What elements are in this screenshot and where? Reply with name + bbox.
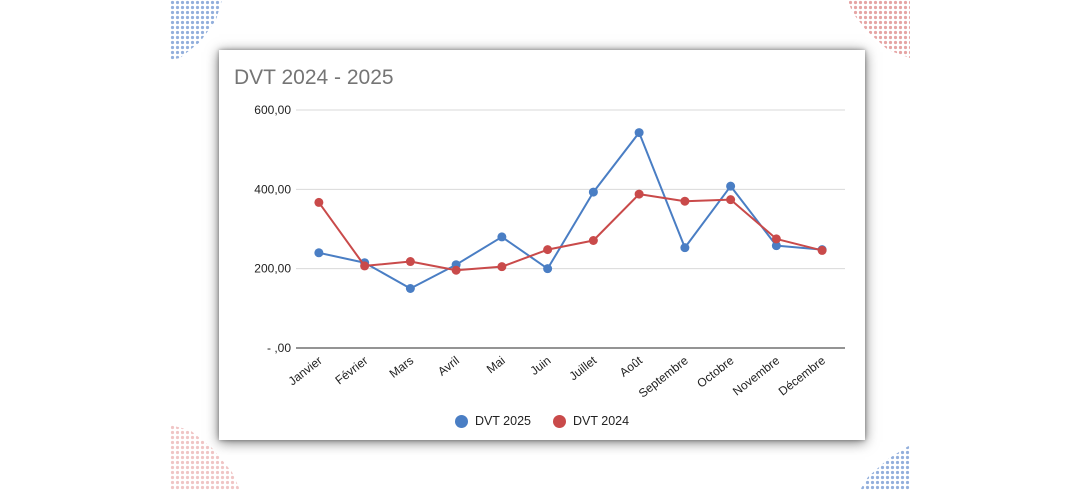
x-tick-label-7: Août <box>617 353 646 380</box>
x-tick-label-4: Mai <box>484 353 508 376</box>
legend-marker-series-1 <box>454 414 468 428</box>
x-tick-label-3: Avril <box>435 353 462 378</box>
data-point-series-2-2 <box>405 257 415 267</box>
data-point-series-2-0 <box>314 197 324 207</box>
legend-label-series-1: DVT 2025 <box>474 414 531 428</box>
decorative-halftone-bottom-left <box>170 425 240 490</box>
data-point-series-2-6 <box>588 236 598 246</box>
decorative-halftone-top-left <box>170 0 222 60</box>
y-tick-label-0: - ,00 <box>267 341 291 355</box>
line-chart: - ,00 200,00 400,00 600,00 Janvier Février Mar… <box>254 103 845 401</box>
data-point-series-1-7 <box>634 128 644 138</box>
data-point-series-1-8 <box>680 243 690 253</box>
series-line-2 <box>318 193 823 272</box>
y-tick-label-1: 200,00 <box>254 262 291 276</box>
data-point-series-1-5 <box>543 264 553 274</box>
data-point-series-2-4 <box>497 262 507 272</box>
data-point-series-1-0 <box>314 248 324 258</box>
legend-item-series-1: DVT 2025 <box>454 414 531 428</box>
data-point-series-1-6 <box>588 187 598 197</box>
data-point-series-2-10 <box>771 234 781 244</box>
decorative-halftone-top-right <box>848 0 910 58</box>
x-tick-label-9: Octobre <box>694 353 737 391</box>
data-point-series-1-9 <box>726 181 736 191</box>
data-point-series-2-5 <box>543 245 553 255</box>
chart-legend: DVT 2025 DVT 2024 <box>219 414 865 428</box>
data-point-series-2-3 <box>451 265 461 275</box>
decorative-halftone-bottom-right <box>860 445 910 490</box>
data-point-series-1-4 <box>497 232 507 242</box>
x-tick-label-11: Décembre <box>776 353 828 398</box>
y-tick-label-2: 400,00 <box>254 182 291 196</box>
x-tick-label-10: Novembre <box>730 353 782 398</box>
x-tick-label-6: Juillet <box>566 353 599 383</box>
data-point-series-2-8 <box>680 196 690 206</box>
series-line-1 <box>318 131 823 290</box>
x-tick-label-1: Février <box>332 353 370 387</box>
data-point-series-1-10 <box>771 241 781 251</box>
data-point-series-2-11 <box>817 245 827 255</box>
data-point-series-2-9 <box>726 195 736 205</box>
chart-title: DVT 2024 - 2025 <box>234 66 394 89</box>
legend-item-series-2: DVT 2024 <box>553 414 629 428</box>
chart-card: DVT 2024 - 2025 - ,00 200,00 400,00 600,00 J… <box>219 50 865 440</box>
legend-marker-series-2 <box>553 414 566 428</box>
x-tick-label-2: Mars <box>387 353 417 380</box>
y-tick-label-3: 600,00 <box>254 103 291 117</box>
x-tick-label-8: Septembre <box>636 353 691 400</box>
legend-label-series-2: DVT 2024 <box>573 414 630 428</box>
data-point-series-2-1 <box>360 261 370 271</box>
data-point-series-1-2 <box>405 284 415 293</box>
x-tick-label-5: Juin <box>528 353 554 378</box>
data-point-series-2-7 <box>634 189 644 199</box>
x-tick-label-0: Janvier <box>286 353 325 388</box>
